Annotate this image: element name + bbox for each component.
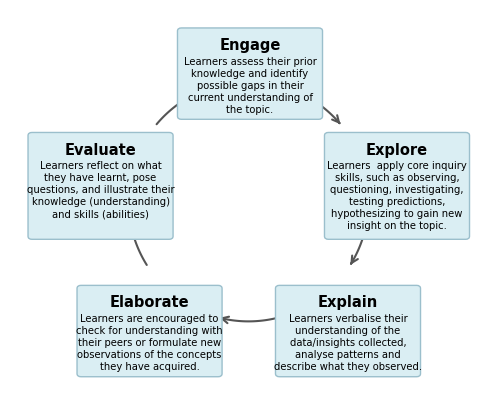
Text: Learners assess their prior
knowledge and identify
possible gaps in their
curren: Learners assess their prior knowledge an…	[184, 56, 316, 115]
Text: Learners  apply core inquiry
skills, such as observing,
questioning, investigati: Learners apply core inquiry skills, such…	[327, 161, 467, 231]
FancyBboxPatch shape	[77, 285, 222, 377]
Text: Learners verbalise their
understanding of the
data/insights collected,
analyse p: Learners verbalise their understanding o…	[274, 314, 422, 372]
Text: Engage: Engage	[220, 38, 280, 53]
FancyBboxPatch shape	[324, 132, 470, 239]
Text: Learners reflect on what
they have learnt, pose
questions, and illustrate their
: Learners reflect on what they have learn…	[26, 161, 174, 219]
Text: Explore: Explore	[366, 143, 428, 158]
Text: Elaborate: Elaborate	[110, 295, 190, 310]
Text: Learners are encouraged to
check for understanding with
their peers or formulate: Learners are encouraged to check for und…	[76, 314, 223, 372]
Text: Explain: Explain	[318, 295, 378, 310]
FancyBboxPatch shape	[178, 28, 322, 119]
Text: Evaluate: Evaluate	[64, 143, 136, 158]
FancyBboxPatch shape	[276, 285, 420, 377]
FancyBboxPatch shape	[28, 132, 173, 239]
